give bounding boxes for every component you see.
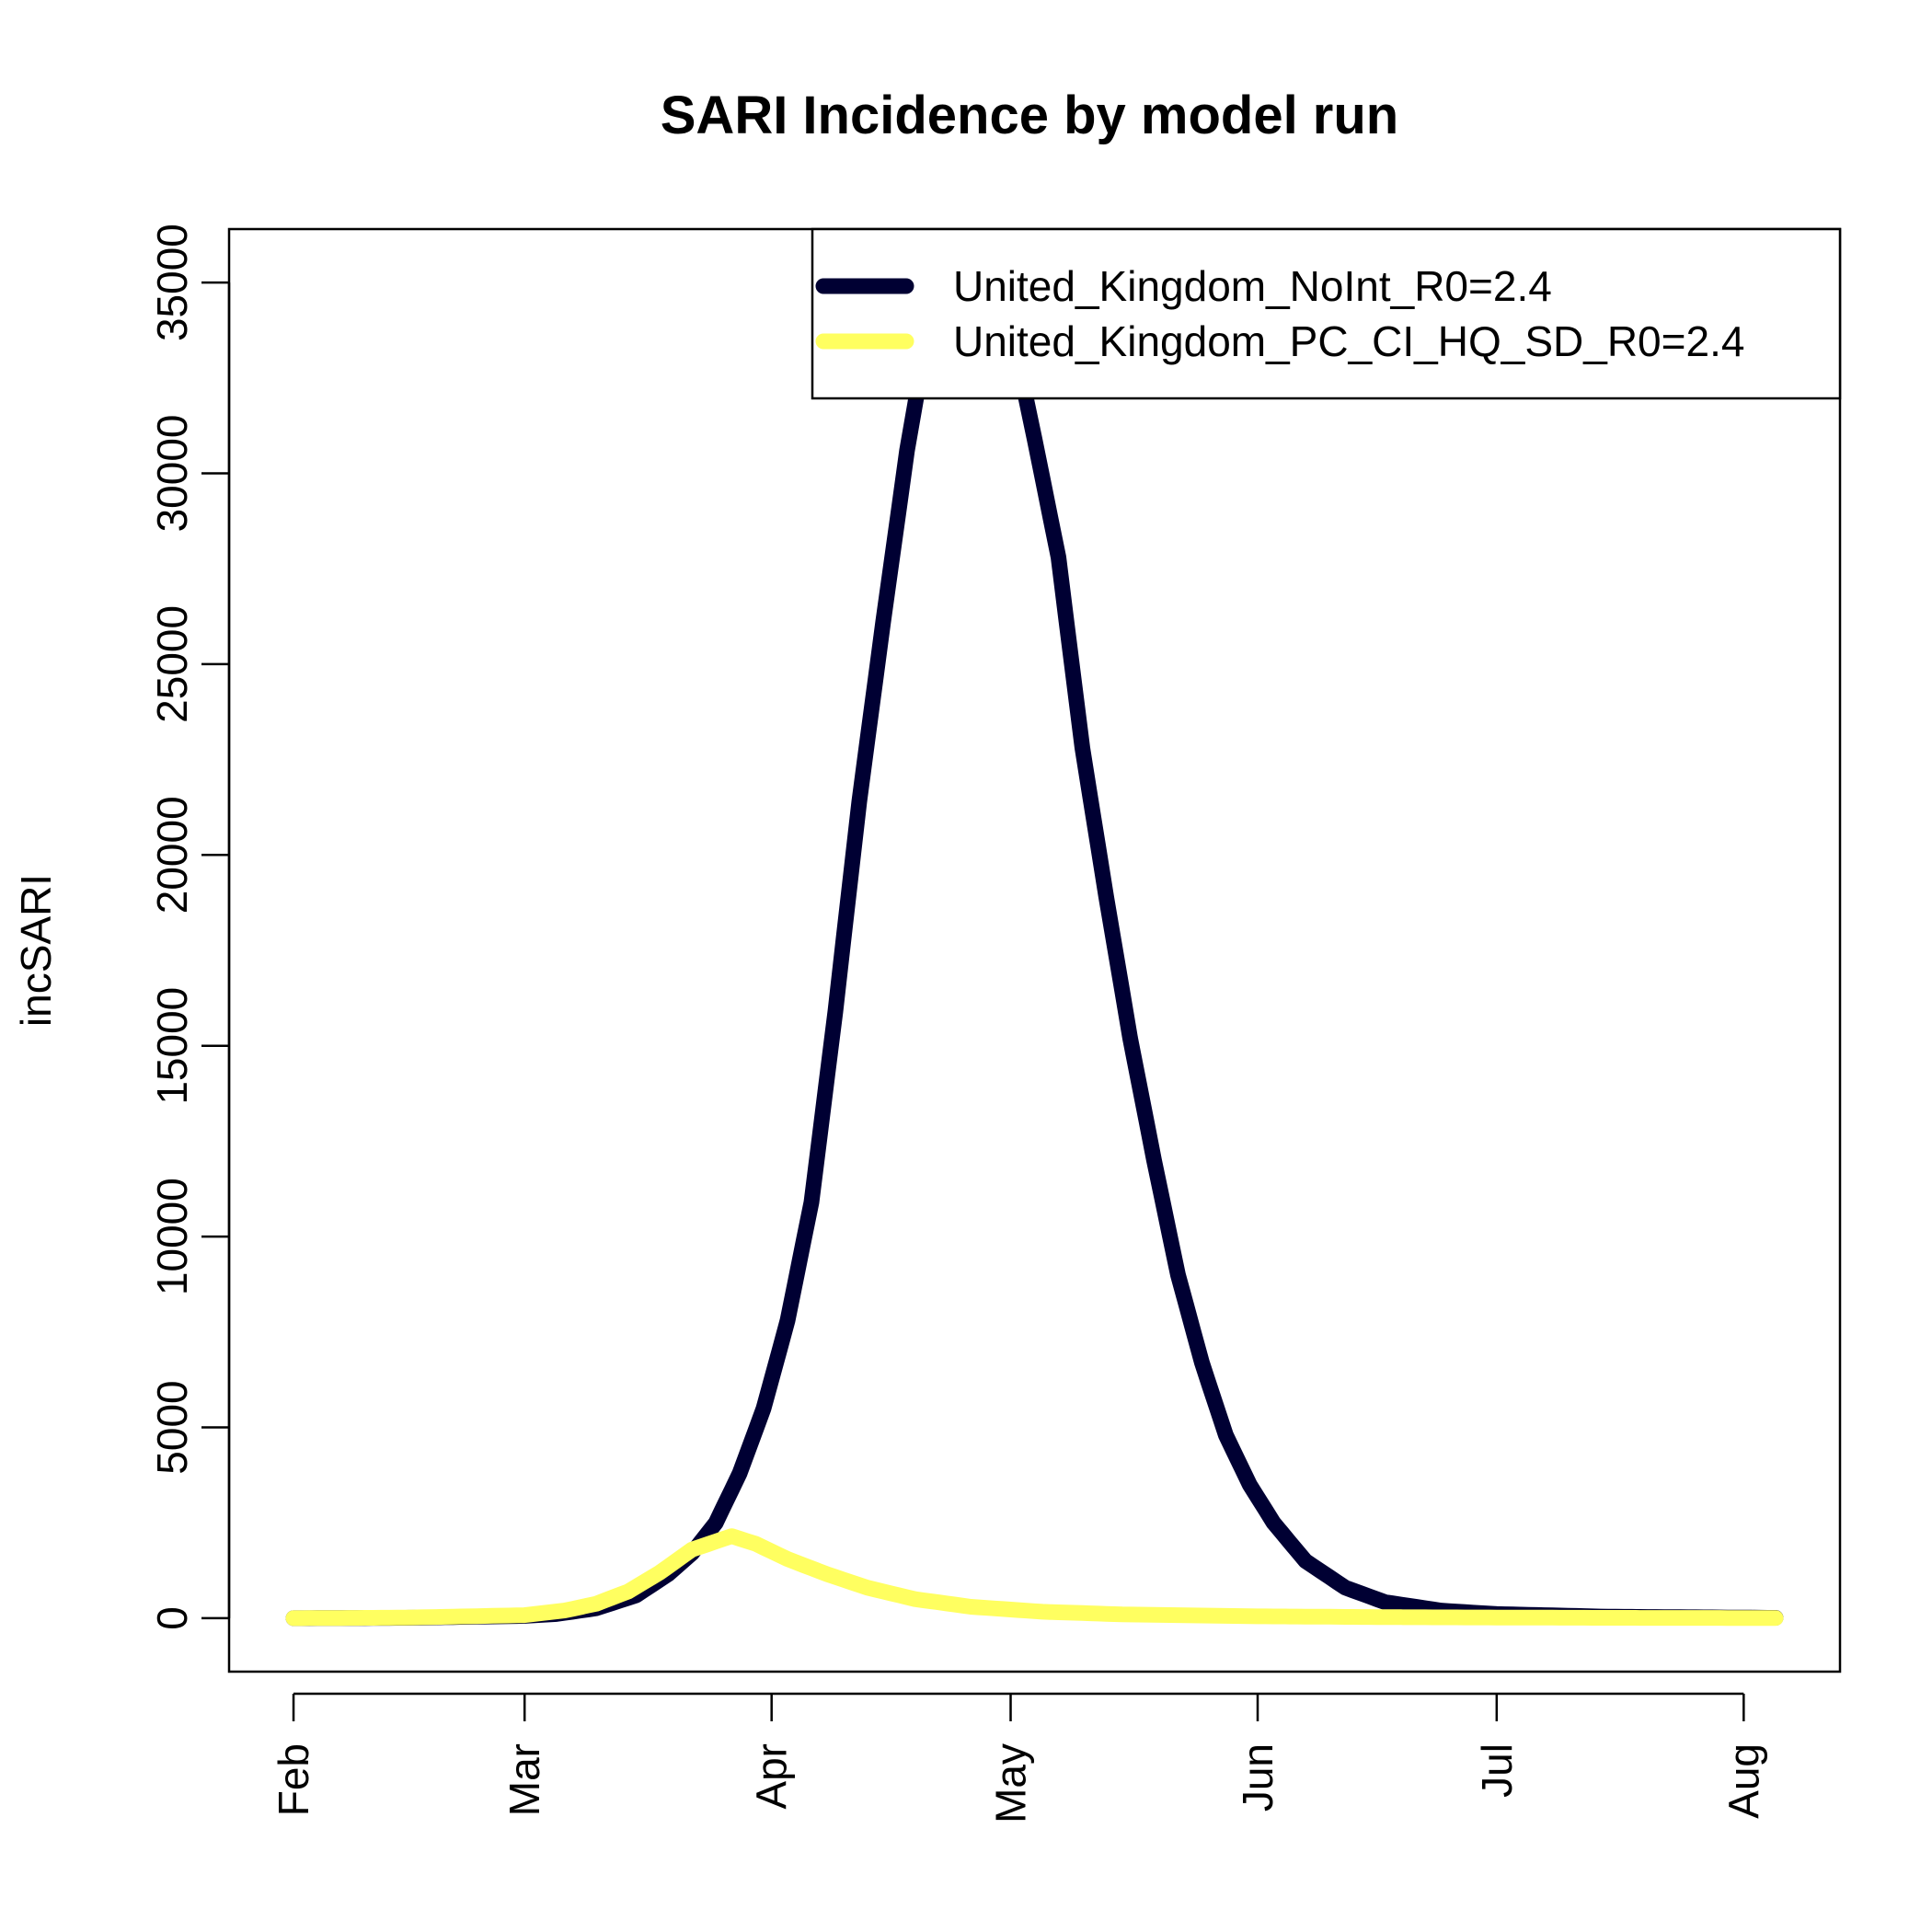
y-tick-label: 20000: [148, 796, 196, 914]
y-tick-label: 5000: [148, 1380, 196, 1474]
series-line-2: [285, 1528, 1784, 1627]
series-line-1: [285, 251, 1784, 1627]
x-tick-label: May: [987, 1743, 1035, 1823]
y-tick-label: 25000: [148, 605, 196, 723]
x-tick-label: Mar: [500, 1743, 548, 1816]
x-tick-label: Feb: [270, 1743, 317, 1816]
chart-title: SARI Incidence by model run: [661, 86, 1398, 145]
y-tick-label: 35000: [148, 224, 196, 341]
y-tick-label: 15000: [148, 987, 196, 1105]
x-axis: Feb Mar Apr May Jun Jul Aug: [270, 1692, 1767, 1823]
legend: United_Kingdom_NoInt_R0=2.4 United_Kingdo…: [811, 227, 1842, 400]
y-axis-label: incSARI: [12, 874, 60, 1027]
y-tick-label: 10000: [148, 1178, 196, 1295]
x-tick-label: Aug: [1719, 1743, 1767, 1819]
y-axis: 0 5000 10000 15000 20000 25000 30000 35000: [148, 224, 231, 1630]
series-layer: [285, 251, 1784, 1627]
legend-label: United_Kingdom_NoInt_R0=2.4: [953, 262, 1552, 310]
legend-box: [811, 227, 1842, 400]
x-tick-label: Jun: [1234, 1743, 1282, 1811]
x-tick-label: Apr: [748, 1743, 796, 1810]
y-tick-label: 0: [148, 1606, 196, 1630]
x-tick-label: Jul: [1473, 1743, 1521, 1798]
legend-label: United_Kingdom_PC_CI_HQ_SD_R0=2.4: [953, 317, 1744, 365]
y-tick-label: 30000: [148, 415, 196, 533]
